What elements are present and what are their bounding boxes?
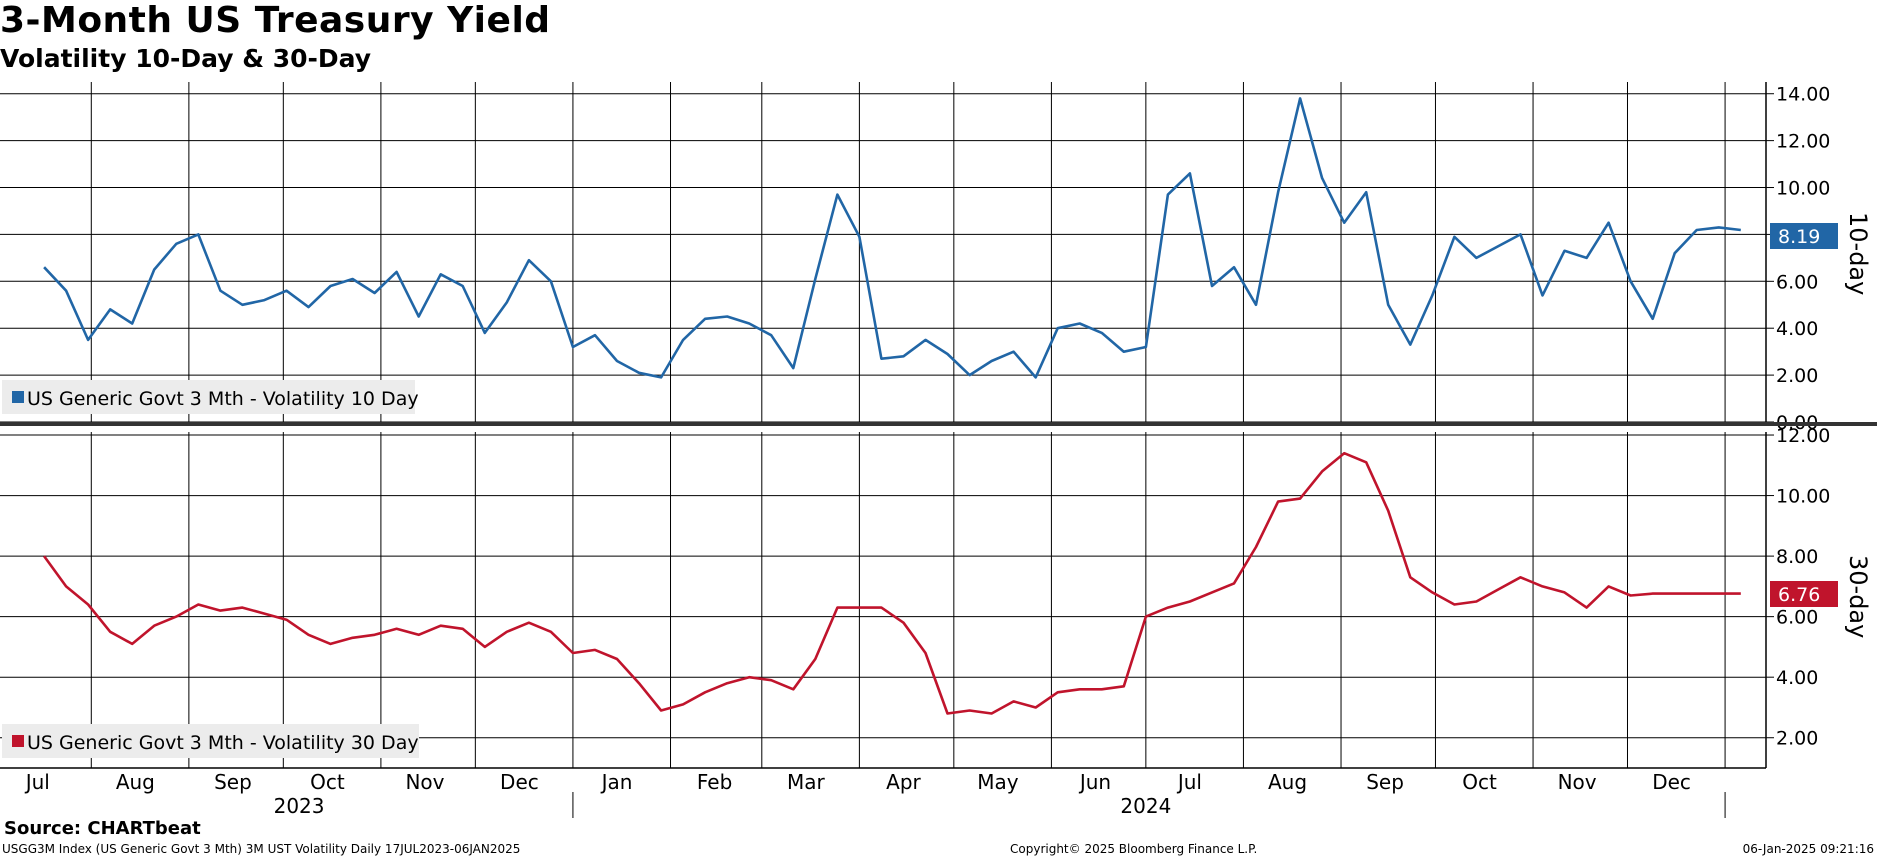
y-tick-label: 6.00	[1776, 607, 1818, 629]
series-line-30-day	[43, 451, 1741, 715]
legend-box-10-day	[2, 380, 415, 414]
x-tick-label: May	[977, 770, 1019, 794]
x-tick-label: Aug	[1268, 770, 1307, 794]
last-value-badge-30-day	[1770, 581, 1838, 607]
x-tick-label: Jun	[1078, 770, 1111, 794]
last-value-badge-10-day	[1770, 223, 1838, 249]
last-value-label-30-day: 6.76	[1778, 584, 1820, 606]
x-tick-label: Jan	[600, 770, 633, 794]
x-tick-label: Jul	[1176, 770, 1202, 794]
source-note: Source: CHARTbeat	[4, 818, 201, 839]
x-tick-label: Sep	[214, 770, 252, 794]
series-line-10-day	[43, 97, 1741, 379]
x-tick-label: Oct	[310, 770, 345, 794]
legend-layer: US Generic Govt 3 Mth - Volatility 10 Da…	[2, 380, 419, 758]
x-tick-label: Jul	[24, 770, 50, 794]
y-tick-label: 14.00	[1776, 84, 1830, 106]
legend-label-30-day: US Generic Govt 3 Mth - Volatility 30 Da…	[27, 732, 419, 754]
chart-title: 3-Month US Treasury Yield	[0, 0, 551, 41]
legend-box-30-day	[2, 724, 419, 758]
y-tick-label: 4.00	[1776, 318, 1818, 340]
axis-title-30-day: 30-day	[1844, 555, 1872, 638]
copyright-note: Copyright© 2025 Bloomberg Finance L.P.	[1010, 842, 1258, 856]
x-tick-label: Dec	[500, 770, 539, 794]
y-tick-label: 4.00	[1776, 667, 1818, 689]
x-year-label: 2024	[1120, 794, 1171, 818]
index-note: USGG3M Index (US Generic Govt 3 Mth) 3M …	[2, 842, 521, 856]
y-tick-label: 10.00	[1776, 486, 1830, 508]
x-tick-label: Mar	[787, 770, 826, 794]
x-tick-label: Dec	[1652, 770, 1691, 794]
y-tick-label: 10.00	[1776, 178, 1830, 200]
y-tick-label: 8.00	[1776, 546, 1818, 568]
y-tick-label: 2.00	[1776, 728, 1818, 750]
y-tick-label: 2.00	[1776, 365, 1818, 387]
badge-layer: 8.19 6.76 10-day 30-day	[1770, 212, 1872, 638]
legend-swatch-30-day	[12, 735, 24, 747]
legend-swatch-10-day	[12, 391, 24, 403]
axis-layer: 0.002.004.006.008.0010.0012.0014.002.004…	[0, 82, 1877, 818]
x-tick-label: Feb	[697, 770, 732, 794]
x-tick-label: Nov	[1558, 770, 1597, 794]
y-tick-label: 12.00	[1776, 425, 1830, 447]
chart-subtitle: Volatility 10-Day & 30-Day	[0, 44, 372, 73]
timestamp: 06-Jan-2025 09:21:16	[1742, 842, 1874, 856]
x-tick-label: Sep	[1366, 770, 1404, 794]
series-layer	[43, 97, 1741, 715]
x-tick-label: Oct	[1462, 770, 1497, 794]
x-tick-label: Aug	[116, 770, 155, 794]
x-tick-label: Apr	[886, 770, 921, 794]
legend-label-10-day: US Generic Govt 3 Mth - Volatility 10 Da…	[27, 388, 419, 410]
x-tick-label: Nov	[405, 770, 444, 794]
axis-title-10-day: 10-day	[1844, 212, 1872, 295]
last-value-label-10-day: 8.19	[1778, 226, 1820, 248]
y-tick-label: 12.00	[1776, 131, 1830, 153]
x-year-label: 2023	[274, 794, 325, 818]
y-tick-label: 6.00	[1776, 271, 1818, 293]
